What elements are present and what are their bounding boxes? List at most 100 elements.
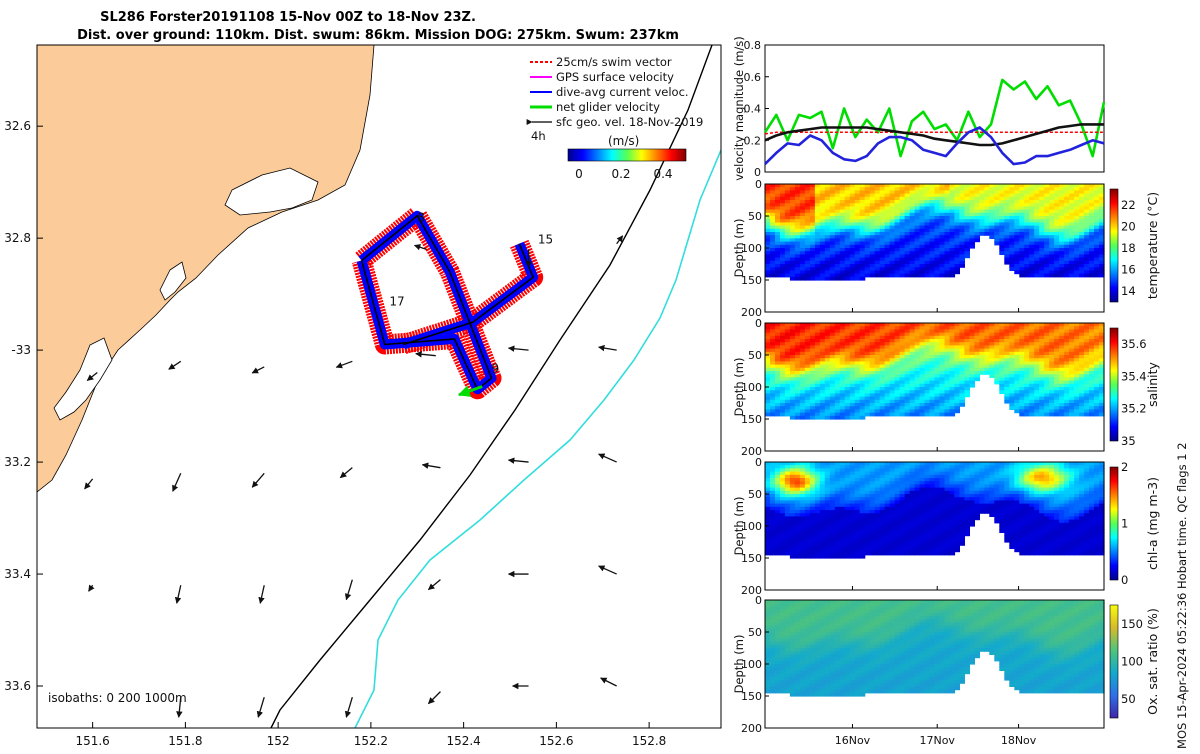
section-cell [900, 274, 906, 278]
section-cells [765, 323, 1105, 420]
section-cell [785, 413, 791, 417]
section-cell [855, 277, 861, 281]
section-cell [890, 552, 896, 556]
section-cell [989, 235, 995, 239]
section-cell [935, 413, 941, 417]
velocity-ytick-label: 0.8 [744, 39, 762, 52]
section-cell [845, 277, 851, 281]
section-cell [780, 552, 786, 556]
colorbar-tick-label: 20 [1121, 220, 1136, 234]
section-cells [765, 184, 1105, 281]
map-xtick-label: 152.8 [632, 734, 666, 748]
section-colorbar [1110, 189, 1118, 302]
section-cell [765, 413, 771, 417]
section-cell [920, 552, 926, 556]
section-cell [1029, 274, 1035, 278]
section-ytick-label: 0 [755, 317, 762, 330]
map-ytick-label: 32.8 [4, 231, 31, 245]
section-cell [795, 277, 801, 281]
day-label: 17 [389, 294, 404, 308]
section-cell [885, 413, 891, 417]
map-ytick-label: -33 [11, 343, 31, 357]
section-cell [945, 274, 951, 278]
section-cell [974, 377, 980, 381]
section-cell [875, 552, 881, 556]
section-cell [800, 416, 806, 420]
section-cell [1074, 413, 1080, 417]
section-cell [959, 264, 965, 268]
section-cell [830, 277, 836, 281]
legend-scale-label: 4h [531, 129, 546, 143]
section-cell [840, 416, 846, 420]
section-ytick-label: 0 [755, 178, 762, 191]
section-cell [850, 277, 856, 281]
section-cell [930, 413, 936, 417]
section-cell [865, 552, 871, 556]
section-cell [1069, 413, 1075, 417]
colorbar-tick-label: 35.6 [1121, 337, 1147, 351]
section-cell [1049, 413, 1055, 417]
section-cell [1019, 413, 1025, 417]
section-cell [780, 413, 786, 417]
section-cell [1049, 274, 1055, 278]
section-cell [1014, 270, 1020, 274]
section-cell [969, 384, 975, 388]
section-cell [830, 416, 836, 420]
map-xtick-label: 152.6 [539, 734, 573, 748]
title-line-1: SL286 Forster20191108 15-Nov 00Z to 18-N… [100, 10, 476, 25]
section-cell [765, 274, 771, 278]
colorbar-tick-0: 0 [575, 167, 583, 181]
section-cell [850, 555, 856, 559]
section-cell [1079, 274, 1085, 278]
section-cell [925, 552, 931, 556]
section-cell [1064, 413, 1070, 417]
section-cell [785, 274, 791, 278]
section-cell [835, 416, 841, 420]
section-cell [935, 552, 941, 556]
section-cell [910, 552, 916, 556]
section-cell [790, 555, 796, 559]
section-cell [1089, 274, 1095, 278]
section-cell [950, 413, 956, 417]
section-cell [984, 371, 990, 375]
section-cell [915, 274, 921, 278]
section-cell [915, 552, 921, 556]
section-cell [935, 274, 941, 278]
section-cell [1024, 413, 1030, 417]
speed-colorbar [568, 149, 686, 161]
section-cell [1074, 274, 1080, 278]
section-cell [999, 251, 1005, 255]
section-cell [885, 274, 891, 278]
section-cell [994, 242, 1000, 246]
section-cell [800, 277, 806, 281]
section-cell [815, 416, 821, 420]
section-cell [880, 552, 886, 556]
map-xtick-label: 152.2 [354, 734, 388, 748]
section-cell [925, 274, 931, 278]
section-cell [890, 274, 896, 278]
section-cell [855, 555, 861, 559]
section-cell [795, 555, 801, 559]
section-cell [940, 274, 946, 278]
section-cell [1059, 274, 1065, 278]
colorbar-tick-label: 35.2 [1121, 402, 1147, 416]
section-cell [969, 245, 975, 249]
section-cell [820, 416, 826, 420]
section-cell [840, 277, 846, 281]
section-ytick-label: 50 [748, 349, 762, 362]
velocity-ytick-label: 0.6 [744, 71, 762, 84]
section-cell [855, 416, 861, 420]
colorbar-tick-label: 35.4 [1121, 369, 1147, 383]
section-cell [974, 238, 980, 242]
legend-swim: 25cm/s swim vector [556, 55, 672, 69]
section-cell [1084, 413, 1090, 417]
section-cell [1064, 274, 1070, 278]
section-cell [810, 416, 816, 420]
section-cell [780, 274, 786, 278]
section-cell [954, 270, 960, 274]
section-cell [1024, 274, 1030, 278]
section-cell [775, 552, 781, 556]
section-cell [815, 277, 821, 281]
section-cell [959, 403, 965, 407]
